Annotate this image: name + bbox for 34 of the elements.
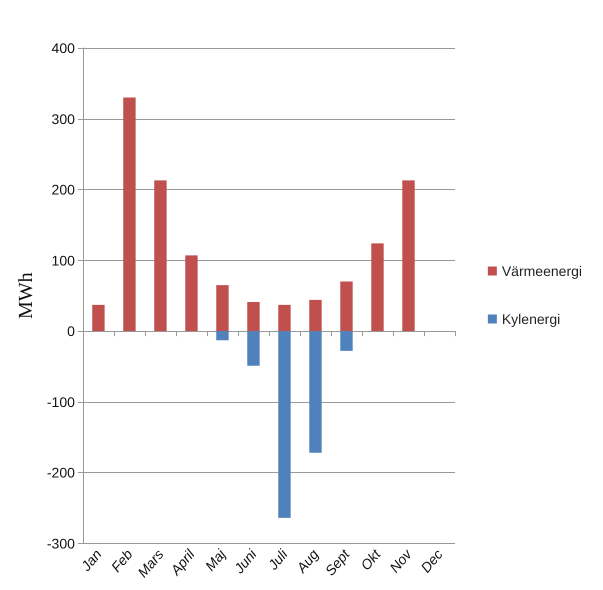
bar: [123, 98, 136, 332]
bar: [278, 304, 291, 332]
bar: [216, 285, 229, 332]
x-tick-label: Maj: [202, 546, 230, 574]
bar: [402, 180, 415, 332]
y-tick-label: 100: [52, 252, 76, 268]
x-tick-label: Dec: [417, 546, 446, 576]
legend-label: Kylenergi: [502, 311, 560, 327]
bar: [278, 331, 291, 518]
bar: [92, 304, 105, 332]
y-axis-title: MWh: [15, 272, 37, 320]
bar: [247, 302, 260, 332]
y-tick-label: 0: [67, 323, 76, 340]
x-tick-label: Juli: [264, 546, 292, 574]
bar: [216, 331, 229, 340]
x-tick-label: Okt: [357, 545, 384, 574]
bar: [185, 255, 198, 332]
bar: [309, 331, 322, 453]
x-tick-label: Nov: [386, 545, 416, 576]
y-tick-label: -200: [46, 464, 76, 481]
x-tick-label: Feb: [108, 546, 136, 575]
bar: [340, 282, 353, 332]
y-tick-label: -300: [46, 535, 76, 552]
bar: [309, 300, 322, 332]
y-tick-label: 400: [52, 40, 76, 56]
y-tick-label: 200: [52, 182, 76, 198]
bar: [247, 331, 260, 366]
bar: [340, 331, 353, 351]
y-tick-label: 300: [52, 110, 76, 127]
bar: [154, 180, 167, 332]
legend-label: Värmeenergi: [502, 263, 582, 279]
y-tick-label: -100: [46, 394, 76, 410]
bar: [371, 243, 384, 332]
x-tick-label: Jan: [77, 546, 105, 575]
